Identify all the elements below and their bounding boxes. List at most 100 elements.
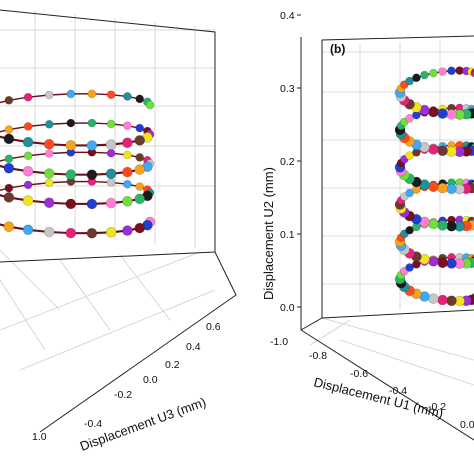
panel-a-point: [4, 96, 14, 105]
panel-b-point: [446, 183, 457, 195]
panel-a-x-tick: 0.4: [186, 341, 201, 353]
panel-b-point: [446, 109, 457, 120]
panel-a-point: [106, 178, 116, 187]
panel-b-y-tick: 0.1: [280, 229, 295, 241]
panel-b-x-tick: -0.6: [350, 368, 368, 380]
panel-b-point: [405, 114, 414, 123]
panel-b-point: [437, 257, 448, 269]
panel-b-point: [446, 295, 457, 307]
panel-a-grid: [0, 10, 216, 371]
panel-a-series: [0, 89, 156, 239]
panel-a-point: [123, 92, 132, 101]
panel-b-point: [405, 225, 414, 235]
panel-a-x-tick: 1.0: [32, 431, 47, 443]
panel-b-x-ticks: -1.0 -0.8 -0.6 -0.4 -0.2 0.0: [270, 336, 474, 431]
panel-a-x-ticks: 0.6 0.4 0.2 0.0 -0.2 -0.4 1.0: [32, 321, 221, 443]
panel-a-point: [23, 180, 33, 190]
panel-a-point: [135, 182, 144, 191]
panel-a-point: [44, 178, 54, 188]
panel-a-point: [22, 136, 34, 148]
panel-a-point: [86, 169, 98, 180]
panel-a-point: [65, 198, 77, 210]
panel-a-x-tick: 0.0: [143, 374, 158, 386]
panel-a-point: [105, 197, 117, 209]
panel-b-y-tick: 0.4: [280, 10, 295, 22]
panel-a-x-tick: 0.6: [206, 321, 221, 333]
panel-b-point: [437, 108, 448, 119]
panel-a-point: [106, 90, 116, 99]
panel-b-point: [405, 263, 414, 272]
panel-b-x-tick: -0.4: [389, 385, 407, 397]
panel-a-point: [86, 227, 98, 239]
panel-a-x-tick: -0.2: [114, 389, 132, 401]
panel-b-point: [428, 255, 439, 267]
panel-b-series: [394, 66, 474, 307]
panel-a-point: [134, 164, 145, 175]
panel-a-point: [4, 154, 14, 164]
panel-b-x-tick: -1.0: [270, 336, 288, 348]
panel-b-point: [428, 218, 439, 230]
panel-a-point: [87, 89, 97, 99]
panel-a-point: [3, 162, 15, 174]
panel-b-grid: [309, 40, 474, 386]
panel-b-point: [437, 220, 448, 231]
panel-a-x-tick: -0.4: [84, 418, 102, 430]
panel-a-point: [4, 183, 14, 193]
panel-a-point: [106, 148, 116, 158]
panel-a-point: [122, 137, 133, 149]
panel-a-point: [23, 151, 33, 160]
panel-a-point: [105, 227, 117, 238]
panel-a-point: [44, 120, 54, 129]
panel-a-point: [134, 193, 145, 205]
panel-b-y-tick: 0.3: [280, 83, 295, 95]
panel-b-point: [437, 145, 448, 157]
panel-a-point: [22, 224, 34, 236]
panel-a-point: [3, 133, 15, 145]
panel-b-point: [429, 68, 438, 78]
panel-b-point: [447, 66, 456, 76]
panel-b-y-label: Displacement U2 (mm): [261, 167, 276, 300]
panel-a-point: [105, 168, 117, 180]
panel-b-point: [428, 144, 439, 155]
panel-a-point: [123, 179, 132, 189]
panel-b-x-tick: 0.0: [460, 419, 474, 431]
panel-a-point: [65, 227, 77, 239]
panel-a-point: [87, 118, 97, 128]
panel-a-point: [23, 122, 33, 131]
panel-b-point: [446, 220, 457, 232]
panel-a-point: [134, 222, 145, 234]
panel-b-point: [428, 106, 439, 118]
panel-b-point: [437, 182, 448, 194]
panel-b-point: [438, 67, 447, 76]
panel-a-x-tick: 0.2: [165, 359, 180, 371]
panel-a-point: [123, 121, 132, 130]
panel-b-tag: (b): [330, 42, 345, 56]
panel-a-point: [145, 100, 155, 110]
panel-a-point: [43, 168, 55, 179]
panel-b-point: [420, 70, 429, 80]
panel-a-point: [135, 94, 144, 104]
panel-b-point: [446, 258, 457, 269]
panel-a-point: [86, 198, 98, 210]
panel-a-point: [66, 89, 76, 99]
panel-b: (b) 0.0 0.1 0.2 0.3 0.4 Displacement U2 (mm)…: [261, 10, 474, 441]
panel-b-point: [405, 76, 414, 86]
panel-a-point: [122, 196, 133, 207]
panel-b-point: [412, 73, 421, 83]
panel-b-x-tick: -0.2: [428, 401, 446, 413]
panel-a-point: [43, 138, 55, 150]
panel-a-point: [65, 169, 77, 180]
panel-a-point: [105, 139, 117, 150]
panel-a-point: [43, 197, 55, 208]
panel-b-point: [405, 188, 414, 198]
panel-b-x-label: Displacement U1 (mm): [312, 374, 445, 421]
panel-a-point: [3, 221, 15, 232]
panel-b-y-ticks: 0.0 0.1 0.2 0.3 0.4: [280, 10, 301, 314]
panel-a-point: [44, 149, 54, 158]
panel-a-point: [44, 90, 54, 100]
panel-a-point: [23, 92, 33, 102]
panel-b-frame: [300, 35, 474, 441]
panel-b-x-tick: -0.8: [309, 350, 327, 362]
panel-a-point: [43, 226, 55, 238]
